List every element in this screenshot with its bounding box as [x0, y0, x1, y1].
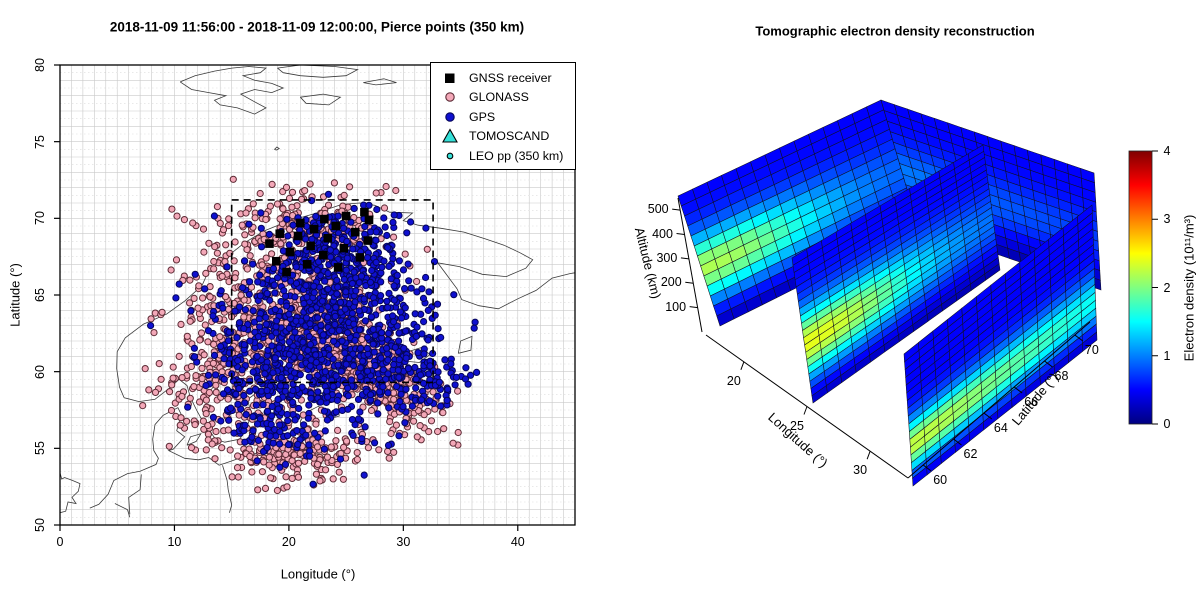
legend-label: GLONASS	[469, 90, 529, 105]
lon-tick-25: 25	[790, 418, 804, 433]
longitude-33-slice	[903, 204, 1098, 487]
lon-tick-30: 30	[853, 463, 868, 478]
lat-tick-64: 64	[993, 421, 1008, 435]
colorbar-tick-4: 4	[1163, 144, 1171, 158]
legend-item-2: GPS	[431, 107, 575, 127]
map-xtick-0: 0	[56, 535, 64, 549]
colorbar	[1128, 150, 1153, 425]
circle-marker-icon	[445, 112, 455, 122]
tomography-axes	[672, 197, 1091, 479]
circle-marker-icon	[445, 92, 455, 102]
legend-item-4: LEO pp (350 km)	[431, 146, 575, 166]
map-title: 2018-11-09 11:56:00 - 2018-11-09 12:00:0…	[109, 19, 525, 35]
gps-points	[147, 190, 481, 488]
map-plot-area	[60, 65, 575, 525]
map-ytick-70: 70	[33, 211, 47, 226]
coastline-21	[222, 465, 233, 513]
alt-tick-100: 100	[665, 299, 687, 314]
coastline-20	[114, 503, 131, 518]
coastline-12	[179, 66, 285, 115]
gnss-receiver-points	[265, 207, 374, 277]
colorbar-tick-1: 1	[1163, 348, 1171, 363]
coastline-5	[457, 335, 473, 354]
legend-label: GPS	[469, 109, 496, 124]
lon-tick-20: 20	[726, 373, 741, 388]
lat-tick-70: 70	[1084, 343, 1099, 357]
map-ytick-80: 80	[33, 58, 47, 72]
legend-label: TOMOSCAND	[469, 129, 550, 144]
map-ytick-65: 65	[33, 288, 47, 302]
map-xtick-10: 10	[167, 535, 182, 549]
map-ytick-60: 60	[33, 364, 47, 379]
latitude-axis	[907, 321, 1091, 479]
map-ytick-50: 50	[33, 518, 47, 532]
legend-item-0: GNSS receiver	[431, 68, 575, 88]
tomography-3d-plot	[677, 99, 1102, 487]
coastline-13	[277, 65, 359, 78]
map-yaxis-label: Latitude (°)	[7, 263, 23, 327]
lat-tick-68: 68	[1054, 369, 1069, 383]
legend-item-3: TOMOSCAND	[431, 127, 575, 147]
map-ytick-75: 75	[33, 134, 47, 149]
lat-tick-66: 66	[1024, 395, 1039, 409]
colorbar-tick-3: 3	[1163, 212, 1171, 227]
longitude-25-slice	[791, 144, 1001, 404]
alt-tick-300: 300	[656, 250, 678, 265]
colorbar-tick-2: 2	[1163, 280, 1171, 295]
map-xtick-30: 30	[396, 535, 411, 549]
legend-item-1: GLONASS	[431, 88, 575, 108]
map-xtick-40: 40	[510, 535, 525, 549]
map-xaxis-label: Longitude (°)	[280, 566, 356, 582]
legend-label: LEO pp (350 km)	[469, 148, 564, 163]
legend-label: GNSS receiver	[469, 70, 552, 85]
coastline-2	[116, 202, 575, 398]
dot-marker-icon	[446, 152, 454, 160]
square-marker-icon	[445, 73, 455, 83]
coastline-19	[128, 474, 142, 515]
lat-tick-60: 60	[933, 473, 948, 487]
coastline-10	[186, 433, 202, 446]
colorbar-tick-0: 0	[1163, 417, 1171, 431]
lat-tick-62: 62	[963, 447, 978, 461]
map-legend: GNSS receiver GLONASS GPS TOMOSCAND LEO pp (…	[430, 62, 576, 170]
coastline-0	[60, 472, 81, 514]
coastline-14	[300, 93, 342, 106]
alt-tick-500: 500	[647, 202, 669, 217]
alt-tick-400: 400	[652, 226, 673, 241]
triangle-marker-icon	[442, 128, 458, 143]
longitude-17-slice	[677, 99, 919, 327]
map-xtick-20: 20	[281, 535, 296, 549]
colorbar-label: Electron density (10¹¹/m³)	[1181, 214, 1197, 362]
map-ytick-55: 55	[33, 441, 47, 456]
alt-tick-200: 200	[660, 275, 682, 290]
coastline-15	[363, 78, 397, 86]
study-region-box	[230, 199, 434, 384]
altitude-axis	[677, 197, 703, 333]
coastline-18	[273, 146, 280, 151]
tomography-title: Tomographic electron density reconstruct…	[755, 23, 1035, 39]
